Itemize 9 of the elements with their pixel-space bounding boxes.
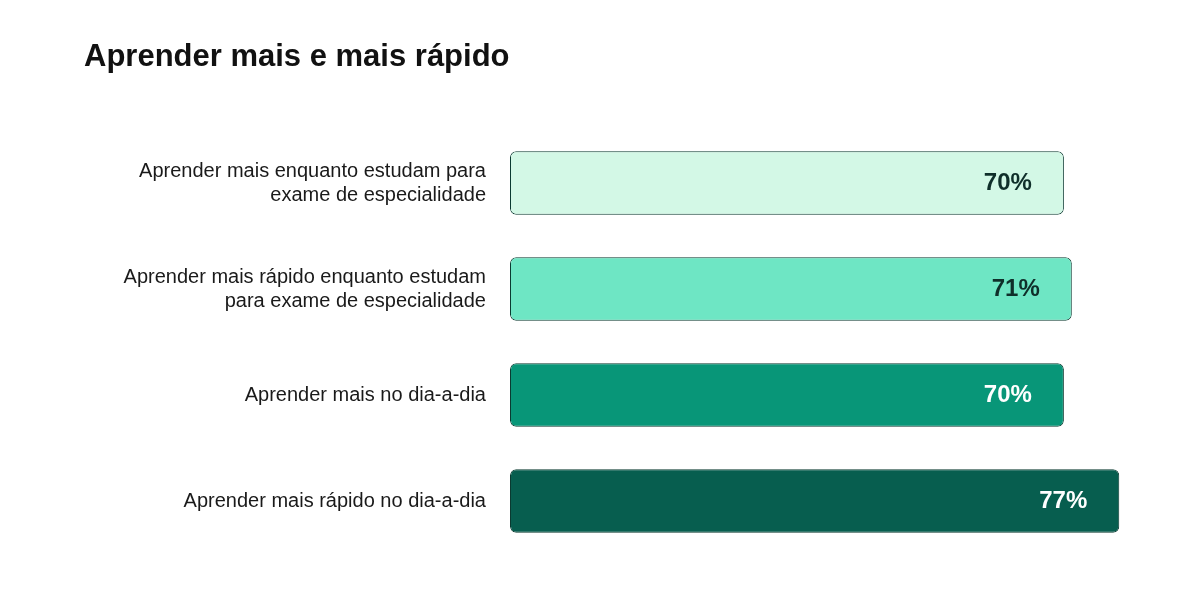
y-tick-label: Aprender mais rápido enquanto estudam para exame de especialidade [123,264,486,311]
y-tick-label: Aprender mais no dia-a-dia [244,382,487,405]
chart-title: Aprender mais e mais rápido [84,38,510,74]
data-label: 77% [1039,485,1088,513]
y-tick-label: Aprender mais enquanto estudam para exame de especialidade [139,158,487,205]
y-tick-label: Aprender mais rápido no dia-a-dia [183,488,487,511]
data-label: 70% [983,167,1032,195]
data-label: 70% [983,379,1032,407]
data-label: 71% [991,273,1040,301]
